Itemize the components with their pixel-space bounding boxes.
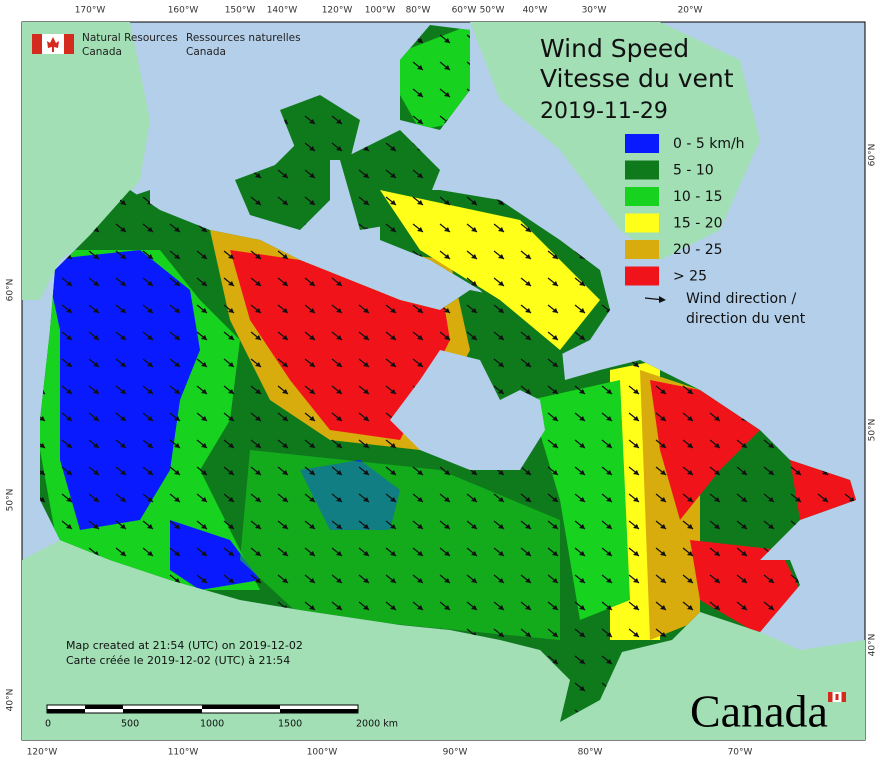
note: Carte créée le 2019-12-02 (UTC) à 21:54 <box>66 654 290 667</box>
alaska <box>22 22 150 300</box>
scale-label: 0 <box>45 719 51 730</box>
lon-label: 80°W <box>578 748 603 758</box>
legend-swatch <box>625 240 659 259</box>
scale-label: 1000 <box>200 719 224 730</box>
lon-label: 170°W <box>75 6 106 16</box>
lon-label: 160°W <box>168 6 199 16</box>
legend-swatch <box>625 134 659 153</box>
graticule-labels: 170°W 160°W 150°W 140°W 120°W 100°W 80°W 60°W 50… <box>6 6 878 758</box>
lon-label: 110°W <box>168 748 199 758</box>
org-en: Natural Resources <box>82 32 178 44</box>
lon-label: 100°W <box>307 748 338 758</box>
lon-label: 30°W <box>582 6 607 16</box>
org-fr: Canada <box>186 46 226 58</box>
lon-label: 150°W <box>225 6 256 16</box>
lon-label: 90°W <box>443 748 468 758</box>
legend-label: 10 - 15 <box>673 189 723 205</box>
legend-swatch <box>625 266 659 286</box>
lat-label: 40°N <box>868 634 878 657</box>
legend-swatch <box>625 213 659 233</box>
lat-label: 50°N <box>868 419 878 442</box>
lon-label: 20°W <box>678 6 703 16</box>
flag-bar <box>841 692 846 702</box>
legend-label: 5 - 10 <box>673 163 714 179</box>
lon-label: 70°W <box>728 748 753 758</box>
lon-label: 40°W <box>523 6 548 16</box>
legend-arrow-label: direction du vent <box>686 311 806 327</box>
legend-swatch <box>625 160 659 180</box>
wordmark: Canada <box>690 686 828 737</box>
scale-seg <box>47 709 85 713</box>
lat-label: 40°N <box>6 689 16 712</box>
scale-label: 2000 km <box>356 719 398 730</box>
lat-label: 60°N <box>868 144 878 167</box>
usa <box>22 540 865 740</box>
flag-bar <box>828 692 833 702</box>
scale-seg <box>202 705 280 709</box>
lon-label: 120°W <box>322 6 353 16</box>
scale-seg <box>123 709 202 713</box>
legend-arrow-label: Wind direction / <box>686 291 796 307</box>
legend-label: > 25 <box>673 269 707 285</box>
lon-label: 120°W <box>27 748 58 758</box>
lat-label: 50°N <box>6 489 16 512</box>
org-fr: Ressources naturelles <box>186 32 301 44</box>
header: Natural Resources Canada Ressources natu… <box>32 32 301 58</box>
scale-label: 1500 <box>278 719 302 730</box>
flag-bar <box>32 34 42 54</box>
scale-seg <box>280 709 358 713</box>
hudson-bay <box>390 350 545 470</box>
scale-label: 500 <box>121 719 139 730</box>
lon-label: 50°W <box>480 6 505 16</box>
title: Vitesse du vent <box>540 64 734 93</box>
title: Wind Speed <box>540 34 689 63</box>
legend-label: 15 - 20 <box>673 216 723 232</box>
legend-label: 0 - 5 km/h <box>673 136 745 152</box>
greenland <box>470 22 760 260</box>
scale-seg <box>85 705 123 709</box>
maple-leaf <box>835 694 839 700</box>
legend-arrow-head <box>659 296 666 303</box>
legend-swatch <box>625 187 659 206</box>
legend-label: 20 - 25 <box>673 242 723 258</box>
lon-label: 60°W <box>452 6 477 16</box>
wordmark-flag <box>828 692 846 702</box>
maple-leaf <box>47 37 59 52</box>
lon-label: 80°W <box>406 6 431 16</box>
org-en: Canada <box>82 46 122 58</box>
scale-bar <box>46 704 359 714</box>
lon-label: 140°W <box>267 6 298 16</box>
flag-bar <box>64 34 74 54</box>
lat-label: 60°N <box>6 279 16 302</box>
lon-label: 100°W <box>365 6 396 16</box>
legend: Wind direction / direction du vent 0 - 5… <box>625 134 806 327</box>
date: 2019-11-29 <box>540 99 668 124</box>
note: Map created at 21:54 (UTC) on 2019-12-02 <box>66 639 303 652</box>
